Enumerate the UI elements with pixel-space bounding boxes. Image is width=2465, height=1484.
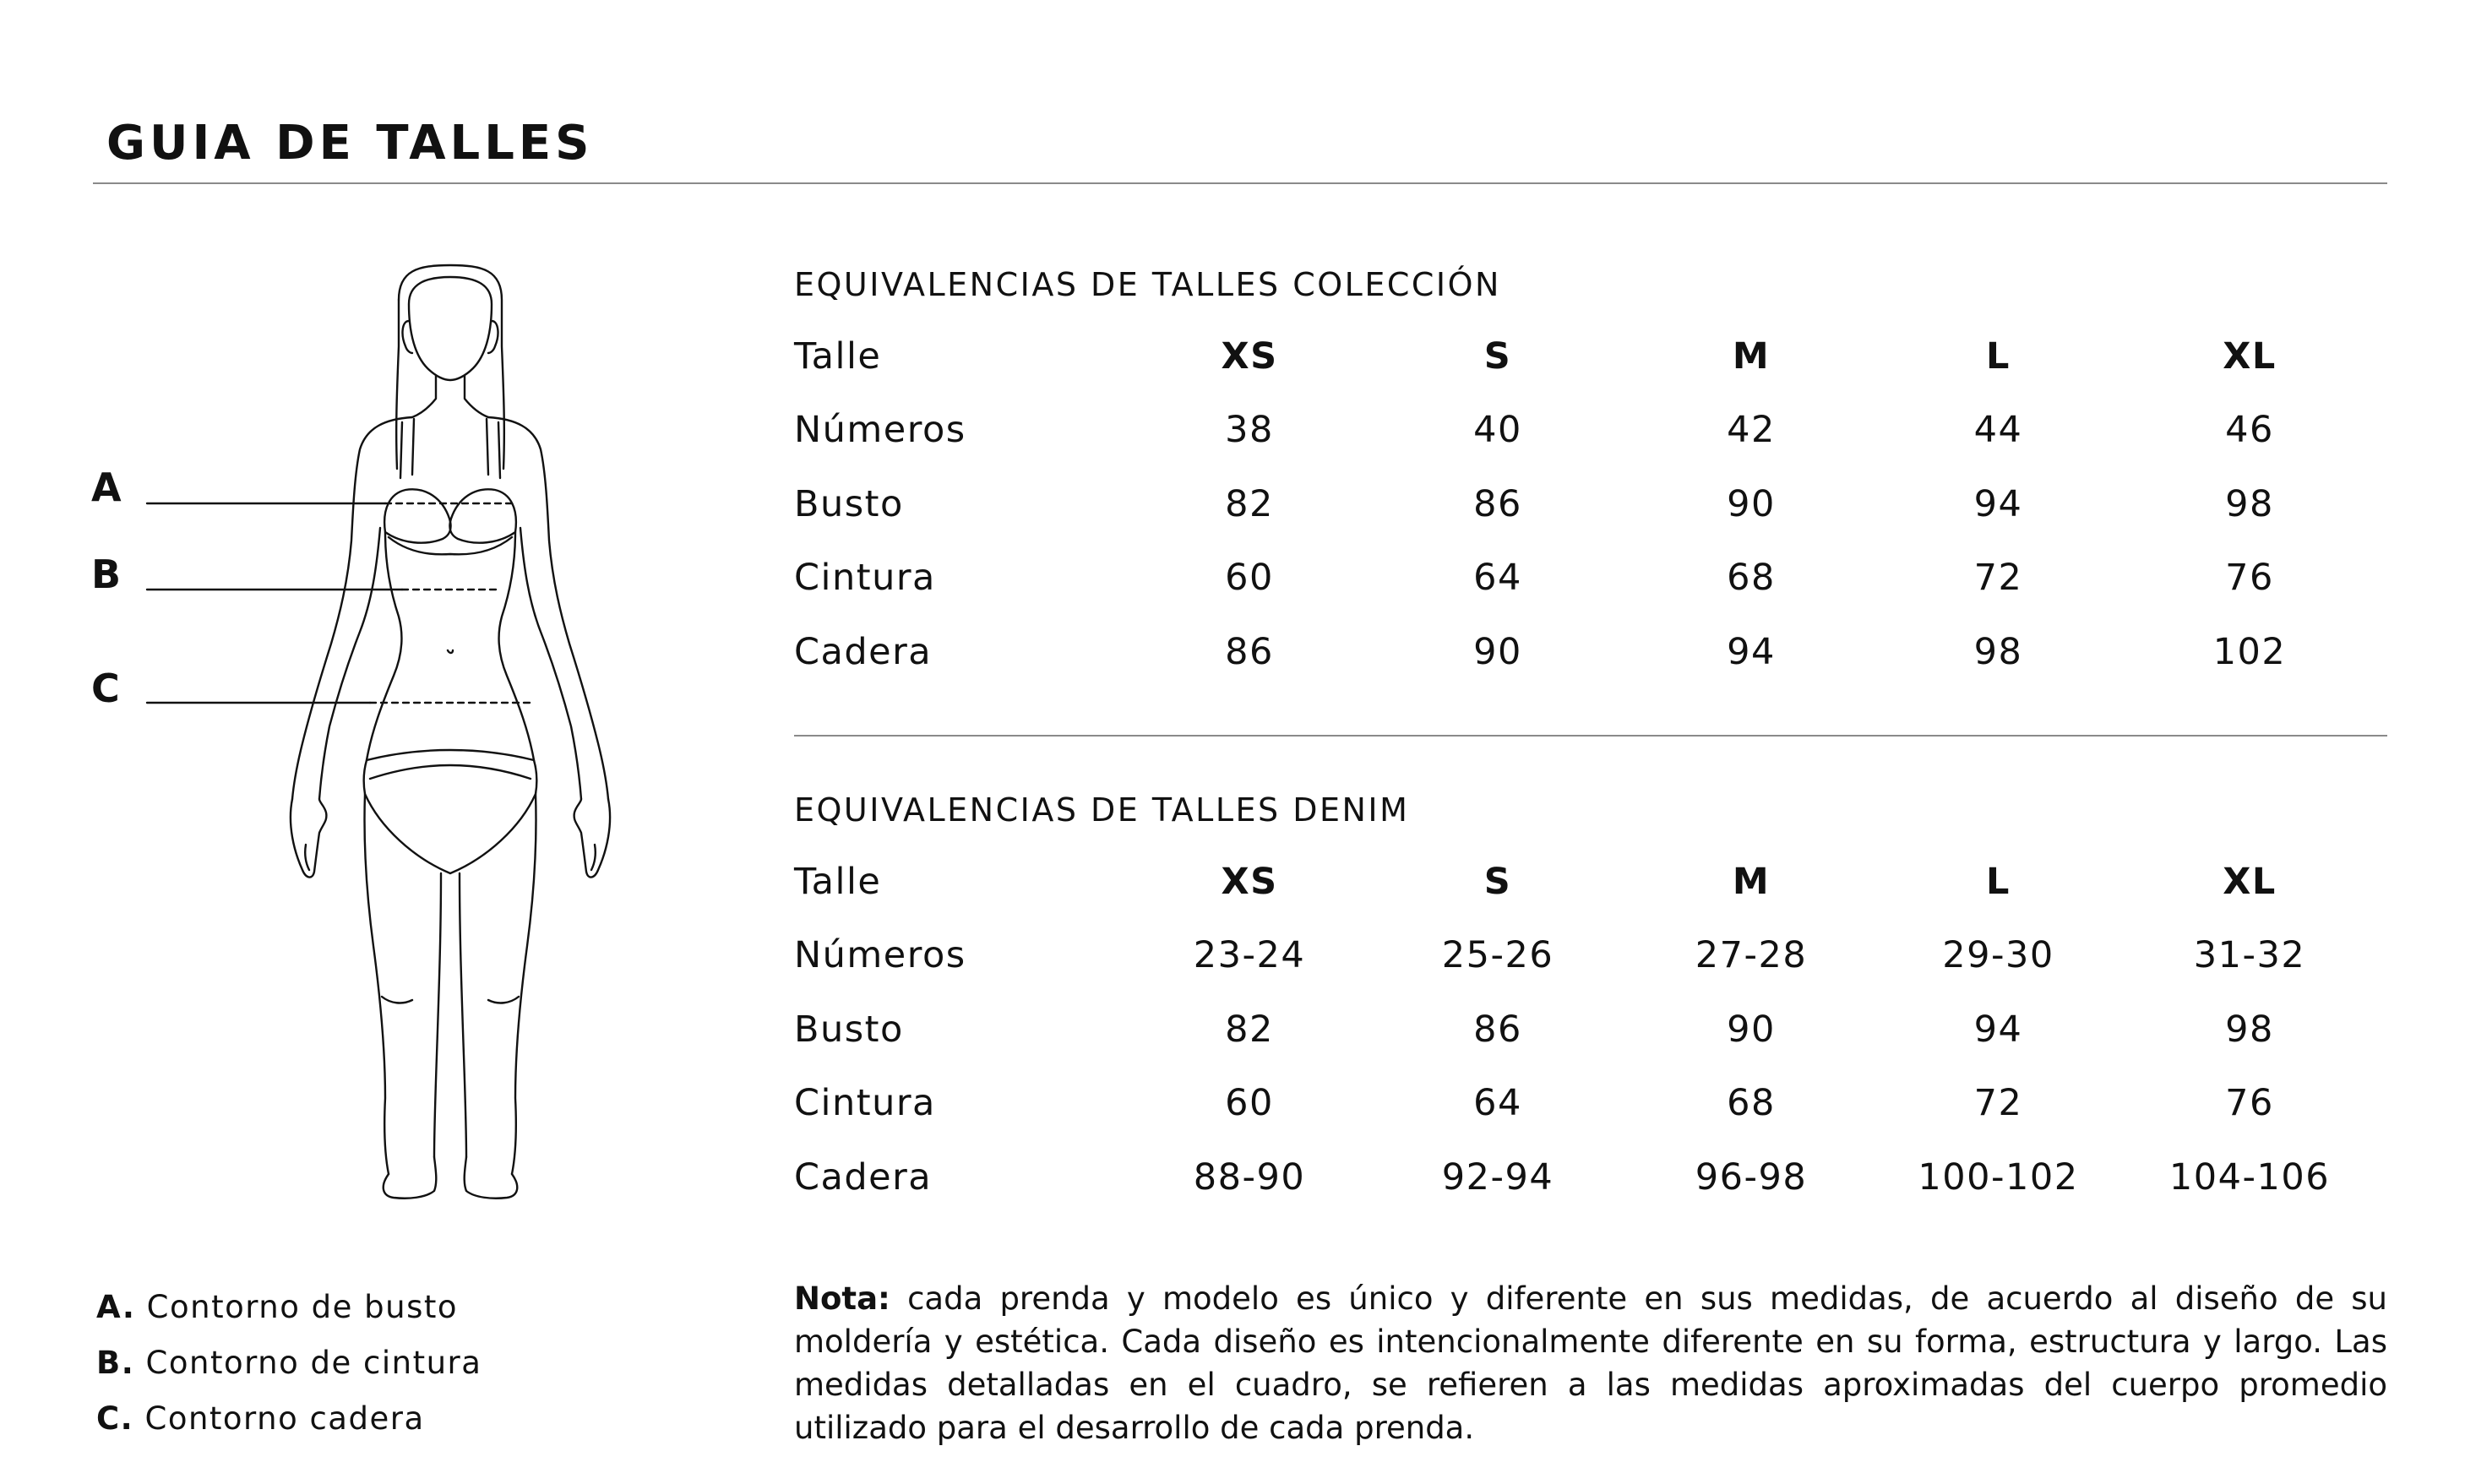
size-header-cell: XS <box>1221 860 1278 903</box>
size-header-cell: XL <box>2223 860 2277 903</box>
size-header-cell: XL <box>2223 334 2277 378</box>
row-label: Busto <box>794 1008 904 1051</box>
size-header-cell: M <box>1732 334 1771 378</box>
table-row: Talle XS S M L XL <box>794 845 2385 919</box>
size-header-cell: S <box>1483 860 1512 903</box>
table-cell: 38 <box>1225 409 1274 452</box>
table-cell: 64 <box>1473 557 1522 600</box>
legend-key: C. <box>96 1400 134 1437</box>
legend-text: Contorno de busto <box>146 1289 459 1325</box>
table-row: Busto 82 86 90 94 98 <box>794 467 2385 541</box>
section-divider <box>794 735 2387 737</box>
row-label: Cadera <box>794 1155 933 1199</box>
legend-text: Contorno de cintura <box>145 1345 482 1381</box>
legend-key: A. <box>96 1289 136 1325</box>
table-cell: 60 <box>1225 557 1274 600</box>
table-cell: 82 <box>1225 1008 1274 1051</box>
table-row: Talle XS S M L XL <box>794 319 2385 394</box>
table-cell: 23-24 <box>1193 934 1306 977</box>
table-cell: 86 <box>1225 630 1274 673</box>
table-row: Busto 82 86 90 94 98 <box>794 992 2385 1067</box>
table-cell: 72 <box>1973 557 2023 600</box>
table-cell: 76 <box>2225 1082 2274 1125</box>
table-cell: 82 <box>1225 482 1274 525</box>
table-cell: 90 <box>1473 630 1522 673</box>
table-cell: 31-32 <box>2193 934 2306 977</box>
table-cell: 60 <box>1225 1082 1274 1125</box>
row-label: Talle <box>794 860 882 903</box>
marker-c: C <box>91 666 120 711</box>
table-cell: 44 <box>1973 409 2023 452</box>
table-row: Cadera 86 90 94 98 102 <box>794 615 2385 689</box>
row-label: Cintura <box>794 557 936 600</box>
table-cell: 90 <box>1727 482 1776 525</box>
measurement-legend: A. Contorno de busto B. Contorno de cint… <box>96 1280 482 1447</box>
table-cell: 42 <box>1727 409 1776 452</box>
table-cell: 98 <box>2225 482 2274 525</box>
table-cell: 46 <box>2225 409 2274 452</box>
legend-item-waist: B. Contorno de cintura <box>96 1335 482 1391</box>
table-cell: 64 <box>1473 1082 1522 1125</box>
legend-item-hip: C. Contorno cadera <box>96 1391 482 1447</box>
table-cell: 68 <box>1727 1082 1776 1125</box>
table-cell: 94 <box>1727 630 1776 673</box>
legend-key: B. <box>96 1345 135 1381</box>
note-label: Nota: <box>794 1280 890 1317</box>
size-header-cell: M <box>1732 860 1771 903</box>
table-cell: 86 <box>1473 482 1522 525</box>
size-header-cell: L <box>1986 334 2011 378</box>
row-label: Talle <box>794 334 882 378</box>
table-cell: 25-26 <box>1441 934 1554 977</box>
marker-a: A <box>91 465 122 510</box>
size-header-cell: XS <box>1221 334 1278 378</box>
table-cell: 98 <box>1973 630 2023 673</box>
table-cell: 76 <box>2225 557 2274 600</box>
table-row: Números 23-24 25-26 27-28 29-30 31-32 <box>794 919 2385 993</box>
table-row: Números 38 40 42 44 46 <box>794 394 2385 468</box>
note-paragraph: Nota: cada prenda y modelo es único y di… <box>794 1277 2387 1449</box>
row-label: Números <box>794 409 966 452</box>
title-divider <box>93 182 2387 184</box>
note-text: cada prenda y modelo es único y diferent… <box>794 1280 2388 1446</box>
table-row: Cintura 60 64 68 72 76 <box>794 1067 2385 1141</box>
table-cell: 94 <box>1973 1008 2023 1051</box>
row-label: Cadera <box>794 630 933 673</box>
table-cell: 86 <box>1473 1008 1522 1051</box>
table-cell: 40 <box>1473 409 1522 452</box>
table-cell: 90 <box>1727 1008 1776 1051</box>
size-header-cell: S <box>1483 334 1512 378</box>
legend-item-bust: A. Contorno de busto <box>96 1280 482 1335</box>
denim-size-table: Talle XS S M L XL Números 23-24 25-26 27… <box>794 845 2385 1215</box>
marker-b: B <box>91 552 122 597</box>
page-title: GUIA DE TALLES <box>106 116 594 171</box>
row-label: Busto <box>794 482 904 525</box>
table-cell: 72 <box>1973 1082 2023 1125</box>
table-cell: 102 <box>2212 630 2287 673</box>
table-cell: 94 <box>1973 482 2023 525</box>
collection-section-title: EQUIVALENCIAS DE TALLES COLECCIÓN <box>794 266 1501 303</box>
table-cell: 88-90 <box>1193 1155 1306 1199</box>
table-cell: 98 <box>2225 1008 2274 1051</box>
table-cell: 92-94 <box>1441 1155 1554 1199</box>
collection-size-table: Talle XS S M L XL Números 38 40 42 44 46… <box>794 319 2385 689</box>
legend-text: Contorno cadera <box>144 1400 425 1437</box>
row-label: Números <box>794 934 966 977</box>
body-figure-illustration <box>145 264 612 1199</box>
table-cell: 96-98 <box>1695 1155 1808 1199</box>
table-cell: 68 <box>1727 557 1776 600</box>
table-cell: 104-106 <box>2168 1155 2331 1199</box>
table-row: Cadera 88-90 92-94 96-98 100-102 104-106 <box>794 1140 2385 1215</box>
table-cell: 100-102 <box>1918 1155 2079 1199</box>
denim-section-title: EQUIVALENCIAS DE TALLES DENIM <box>794 791 1410 829</box>
table-cell: 29-30 <box>1942 934 2054 977</box>
row-label: Cintura <box>794 1082 936 1125</box>
table-cell: 27-28 <box>1695 934 1808 977</box>
size-header-cell: L <box>1986 860 2011 903</box>
table-row: Cintura 60 64 68 72 76 <box>794 541 2385 616</box>
